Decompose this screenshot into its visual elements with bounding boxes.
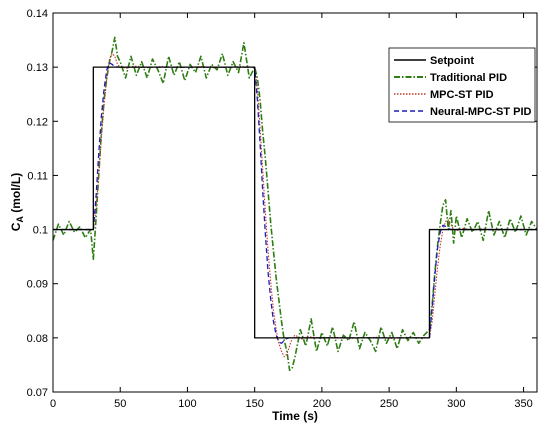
y-tick-label: 0.07 [27, 387, 48, 399]
series-line-setpoint [53, 66, 537, 339]
legend-label: Setpoint [430, 55, 474, 67]
y-axis-label-main: C [9, 222, 23, 231]
x-tick-label: 350 [514, 398, 532, 410]
x-tick-label: 50 [114, 398, 126, 410]
x-tick-label: 150 [245, 398, 263, 410]
series-layer [52, 36, 538, 372]
legend: Setpoint Traditional PID MPC-ST PID Neural-… [388, 47, 536, 123]
x-axis-label: Time (s) [272, 409, 318, 423]
series-line-mpc-st-pid [53, 53, 537, 358]
legend-label: MPC-ST PID [430, 89, 494, 101]
x-tick-label: 200 [313, 398, 331, 410]
y-axis-label-subscript: A [15, 216, 25, 223]
y-tick-label: 0.09 [27, 279, 48, 291]
series-line-neural-mpc-st-pid [53, 62, 537, 344]
ticks-layer: 0 50 100 150 200 250 300 350 0.07 0.08 0.09 0.1 0.11… [27, 8, 537, 410]
y-axis-label: CA (mol/L) [9, 173, 25, 232]
y-tick-label: 0.13 [27, 62, 48, 74]
legend-label: Neural-MPC-ST PID [430, 106, 532, 118]
legend-entries: Setpoint Traditional PID MPC-ST PID Neural-… [394, 55, 532, 118]
y-axis-label-unit: (mol/L) [9, 173, 23, 216]
x-tick-label: 250 [380, 398, 398, 410]
plot-area-frame [52, 12, 538, 393]
x-tick-label: 300 [447, 398, 465, 410]
legend-label: Traditional PID [430, 72, 507, 84]
x-tick-label: 100 [178, 398, 196, 410]
y-tick-label: 0.1 [33, 225, 48, 237]
x-tick-label: 0 [50, 398, 56, 410]
y-tick-label: 0.08 [27, 333, 48, 345]
y-tick-label: 0.14 [27, 8, 48, 20]
y-tick-label: 0.11 [27, 170, 48, 182]
y-tick-label: 0.12 [27, 116, 48, 128]
